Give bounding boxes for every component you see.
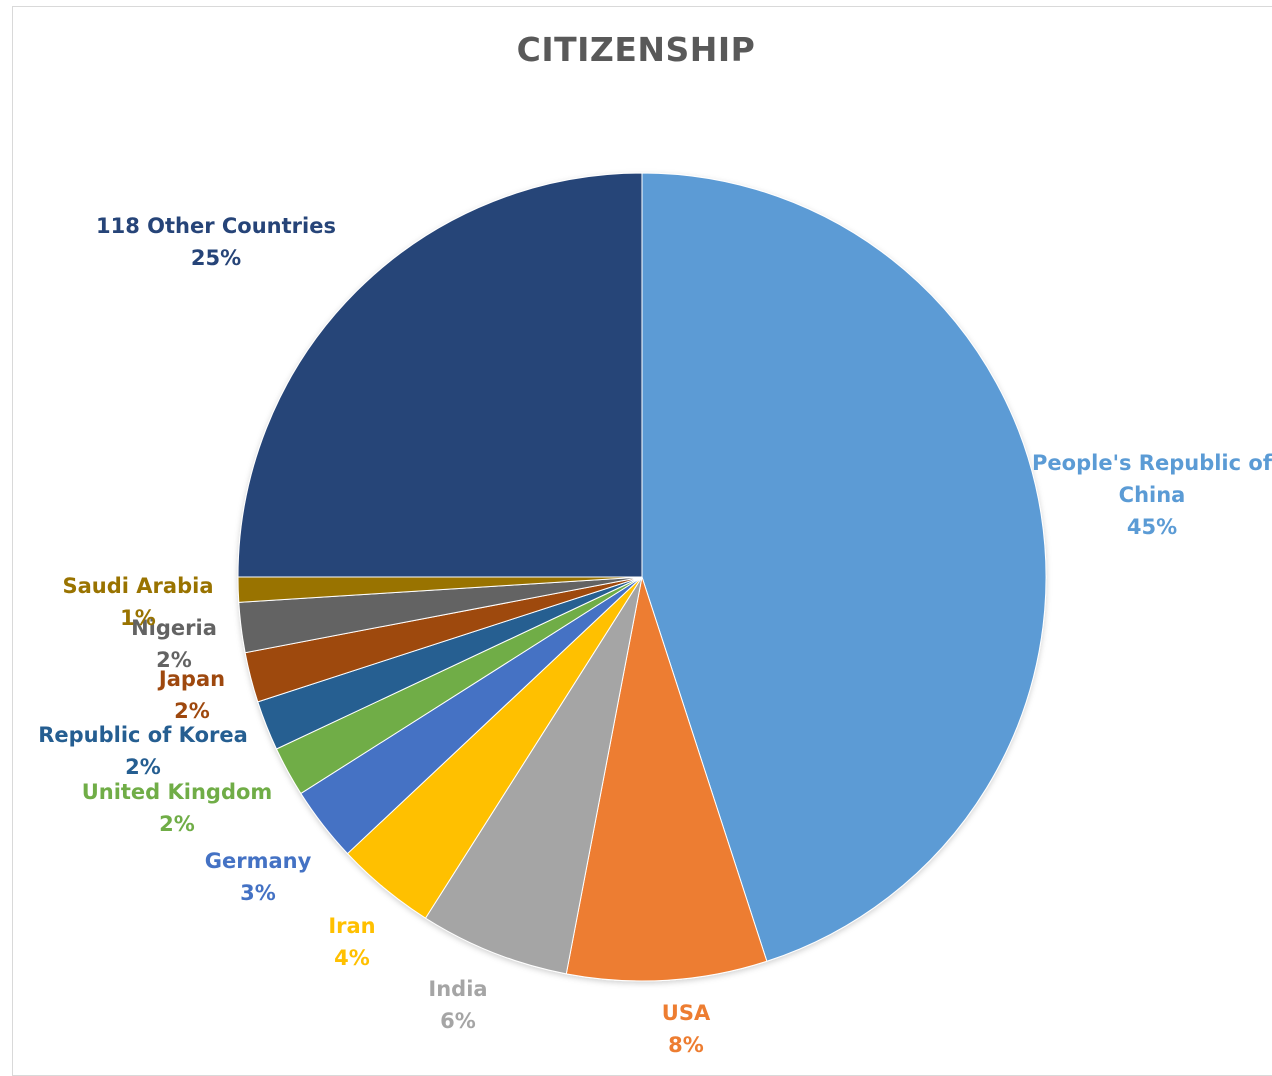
data-label-republic-of-korea: Republic of Korea 2% (38, 723, 248, 779)
data-label-usa: USA 8% (662, 1001, 711, 1057)
data-label-germany: Germany 3% (205, 849, 312, 905)
data-label-japan: Japan 2% (157, 667, 225, 723)
data-label-india: India 6% (428, 977, 487, 1033)
data-label-united-kingdom: United Kingdom 2% (82, 780, 273, 836)
data-label-saudi-arabia: Saudi Arabia 1% (63, 574, 214, 630)
data-label-118-other-countries: 118 Other Countries 25% (96, 214, 336, 270)
pie-slice-118-other-countries (237, 172, 643, 578)
data-label-people-s-republic-of-china: People's Republic of China 45% (1032, 451, 1272, 539)
data-label-nigeria: Nigeria 2% (131, 616, 217, 672)
data-label-iran: Iran 4% (328, 914, 375, 970)
pie-slice-india (424, 576, 643, 975)
chart-title: CITIZENSHIP (516, 30, 756, 69)
pie-slice-people-s-republic-of-china (641, 172, 1047, 962)
pie-slice-usa (565, 576, 768, 982)
